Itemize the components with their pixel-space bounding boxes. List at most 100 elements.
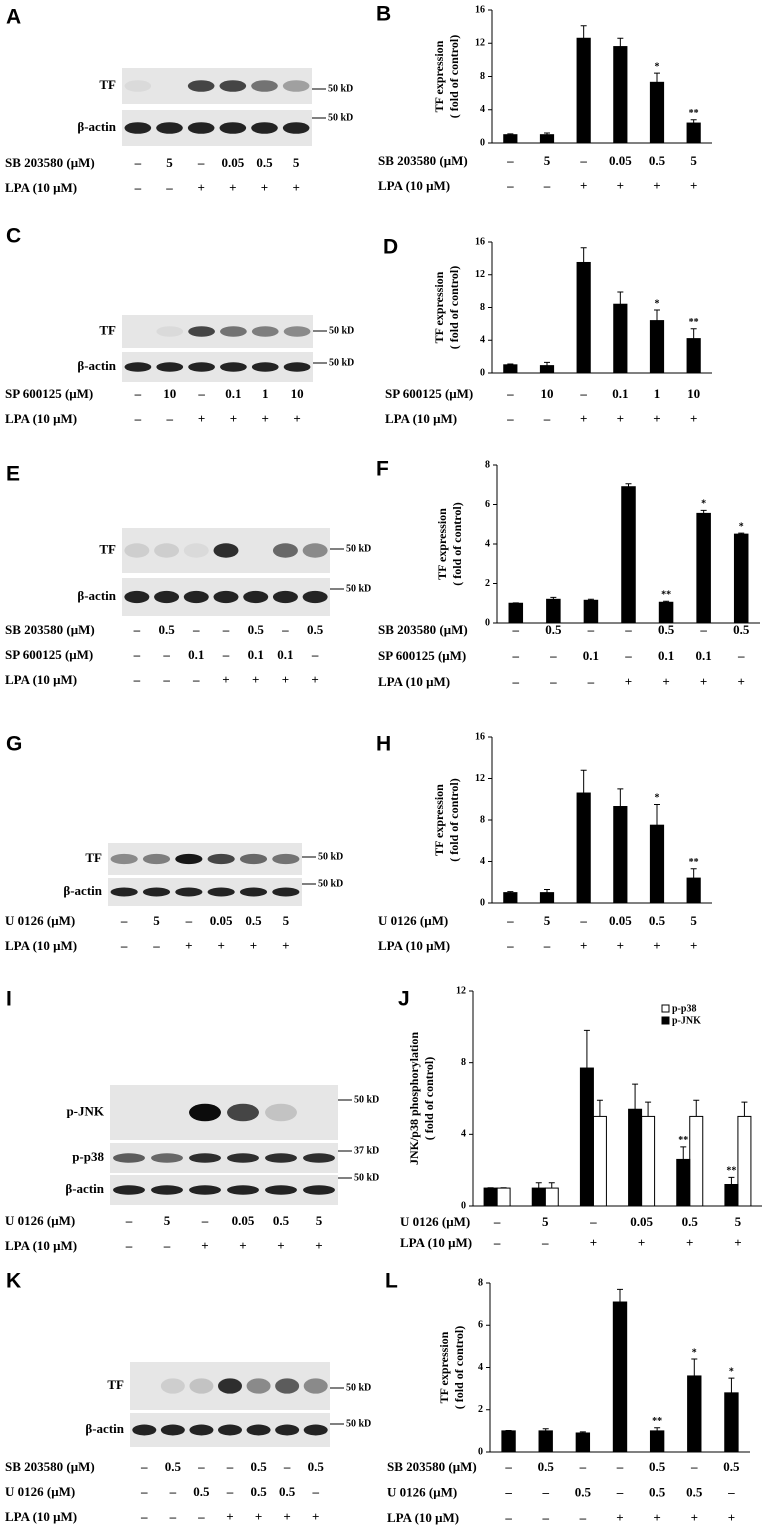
condition-value: 0.1	[188, 647, 204, 662]
bar	[686, 877, 701, 904]
bar	[503, 892, 518, 904]
band	[272, 543, 298, 558]
error-bar	[690, 868, 697, 879]
condition-value: +	[217, 938, 224, 953]
condition-value: –	[185, 913, 193, 928]
blot-strip	[122, 68, 312, 104]
marker-label: 50 kD	[346, 1418, 371, 1429]
condition-label: LPA (10 μM)	[378, 938, 450, 953]
bar	[612, 1301, 628, 1453]
bar	[579, 1067, 594, 1207]
band	[124, 590, 150, 604]
condition-value: 5	[544, 913, 551, 928]
panel-letter: J	[398, 988, 410, 1011]
bar	[538, 1430, 553, 1453]
band	[220, 362, 247, 372]
error-bar	[693, 1099, 700, 1117]
condition-value: –	[133, 622, 141, 637]
condition-value: –	[133, 672, 141, 687]
panel-letter: F	[376, 458, 389, 481]
condition-value: +	[690, 411, 697, 426]
condition-value: –	[543, 938, 551, 953]
condition-value: +	[230, 411, 237, 426]
band	[302, 543, 328, 558]
condition-value: 5	[153, 913, 160, 928]
y-axis-label: ( fold of control)	[447, 266, 461, 349]
error-bar	[583, 1029, 590, 1069]
condition-value: 0.5	[723, 1459, 740, 1474]
condition-value: –	[197, 155, 205, 170]
bar	[546, 598, 561, 624]
condition-value: –	[504, 1510, 512, 1525]
condition-value: 5	[283, 913, 290, 928]
marker-label: 50 kD	[329, 357, 354, 368]
band	[142, 853, 171, 865]
bar	[483, 1187, 498, 1207]
condition-label: SB 203580 (μM)	[378, 622, 468, 637]
condition-value: 10	[291, 386, 304, 401]
band	[251, 326, 279, 337]
condition-label: SB 203580 (μM)	[5, 1459, 95, 1474]
y-axis-label: ( fold of control)	[452, 1326, 466, 1409]
y-tick-label: 0	[478, 1446, 483, 1457]
condition-label: U 0126 (μM)	[378, 913, 448, 928]
bar	[592, 1115, 607, 1207]
condition-value: –	[222, 622, 230, 637]
condition-value: +	[617, 938, 624, 953]
condition-value: –	[589, 1214, 597, 1229]
bar	[724, 1184, 739, 1207]
band	[272, 853, 300, 865]
condition-value: 0.5	[649, 1459, 666, 1474]
bar	[503, 134, 518, 144]
condition-value: +	[283, 1509, 290, 1524]
band	[239, 887, 268, 897]
condition-value: 0.1	[696, 648, 712, 663]
error-bar	[663, 600, 670, 603]
condition-label: LPA (10 μM)	[5, 411, 77, 426]
condition-value: 5	[690, 153, 697, 168]
condition-value: +	[690, 938, 697, 953]
condition-value: 0.5	[279, 1484, 296, 1499]
condition-value: –	[197, 1459, 205, 1474]
condition-value: +	[197, 180, 204, 195]
significance: **	[661, 590, 671, 601]
condition-value: –	[543, 178, 551, 193]
condition-value: –	[587, 674, 595, 689]
band	[303, 1378, 328, 1394]
condition-label: U 0126 (μM)	[5, 1484, 75, 1499]
significance: *	[655, 61, 660, 72]
band	[124, 543, 150, 558]
row-label: TF	[99, 541, 116, 556]
condition-value: –	[493, 1214, 501, 1229]
error-bar	[645, 1101, 652, 1117]
condition-value: 0.5	[193, 1484, 210, 1499]
condition-value: 10	[687, 386, 700, 401]
condition-value: 0.5	[307, 622, 324, 637]
error-bar	[617, 1288, 623, 1303]
error-bar	[680, 1146, 687, 1160]
bar	[539, 134, 555, 144]
error-bar	[580, 769, 587, 794]
error-bar	[580, 25, 587, 39]
marker-label: 50 kD	[318, 878, 343, 889]
condition-value: 0.1	[612, 386, 628, 401]
legend-label: p-JNK	[672, 1015, 701, 1026]
error-bar	[691, 1358, 698, 1376]
condition-value: –	[134, 180, 142, 195]
band	[175, 853, 203, 865]
band	[265, 1103, 297, 1122]
condition-value: +	[312, 1509, 319, 1524]
condition-value: –	[541, 1484, 549, 1499]
condition-value: –	[120, 913, 128, 928]
band	[124, 122, 152, 134]
condition-value: –	[549, 648, 557, 663]
band	[142, 887, 171, 897]
band	[302, 590, 328, 604]
condition-value: –	[506, 913, 514, 928]
condition-value: –	[311, 1484, 319, 1499]
condition-value: +	[686, 1235, 693, 1250]
band	[175, 887, 203, 897]
significance: *	[692, 1347, 697, 1358]
marker-label: 50 kD	[354, 1094, 379, 1105]
condition-value: +	[250, 938, 257, 953]
